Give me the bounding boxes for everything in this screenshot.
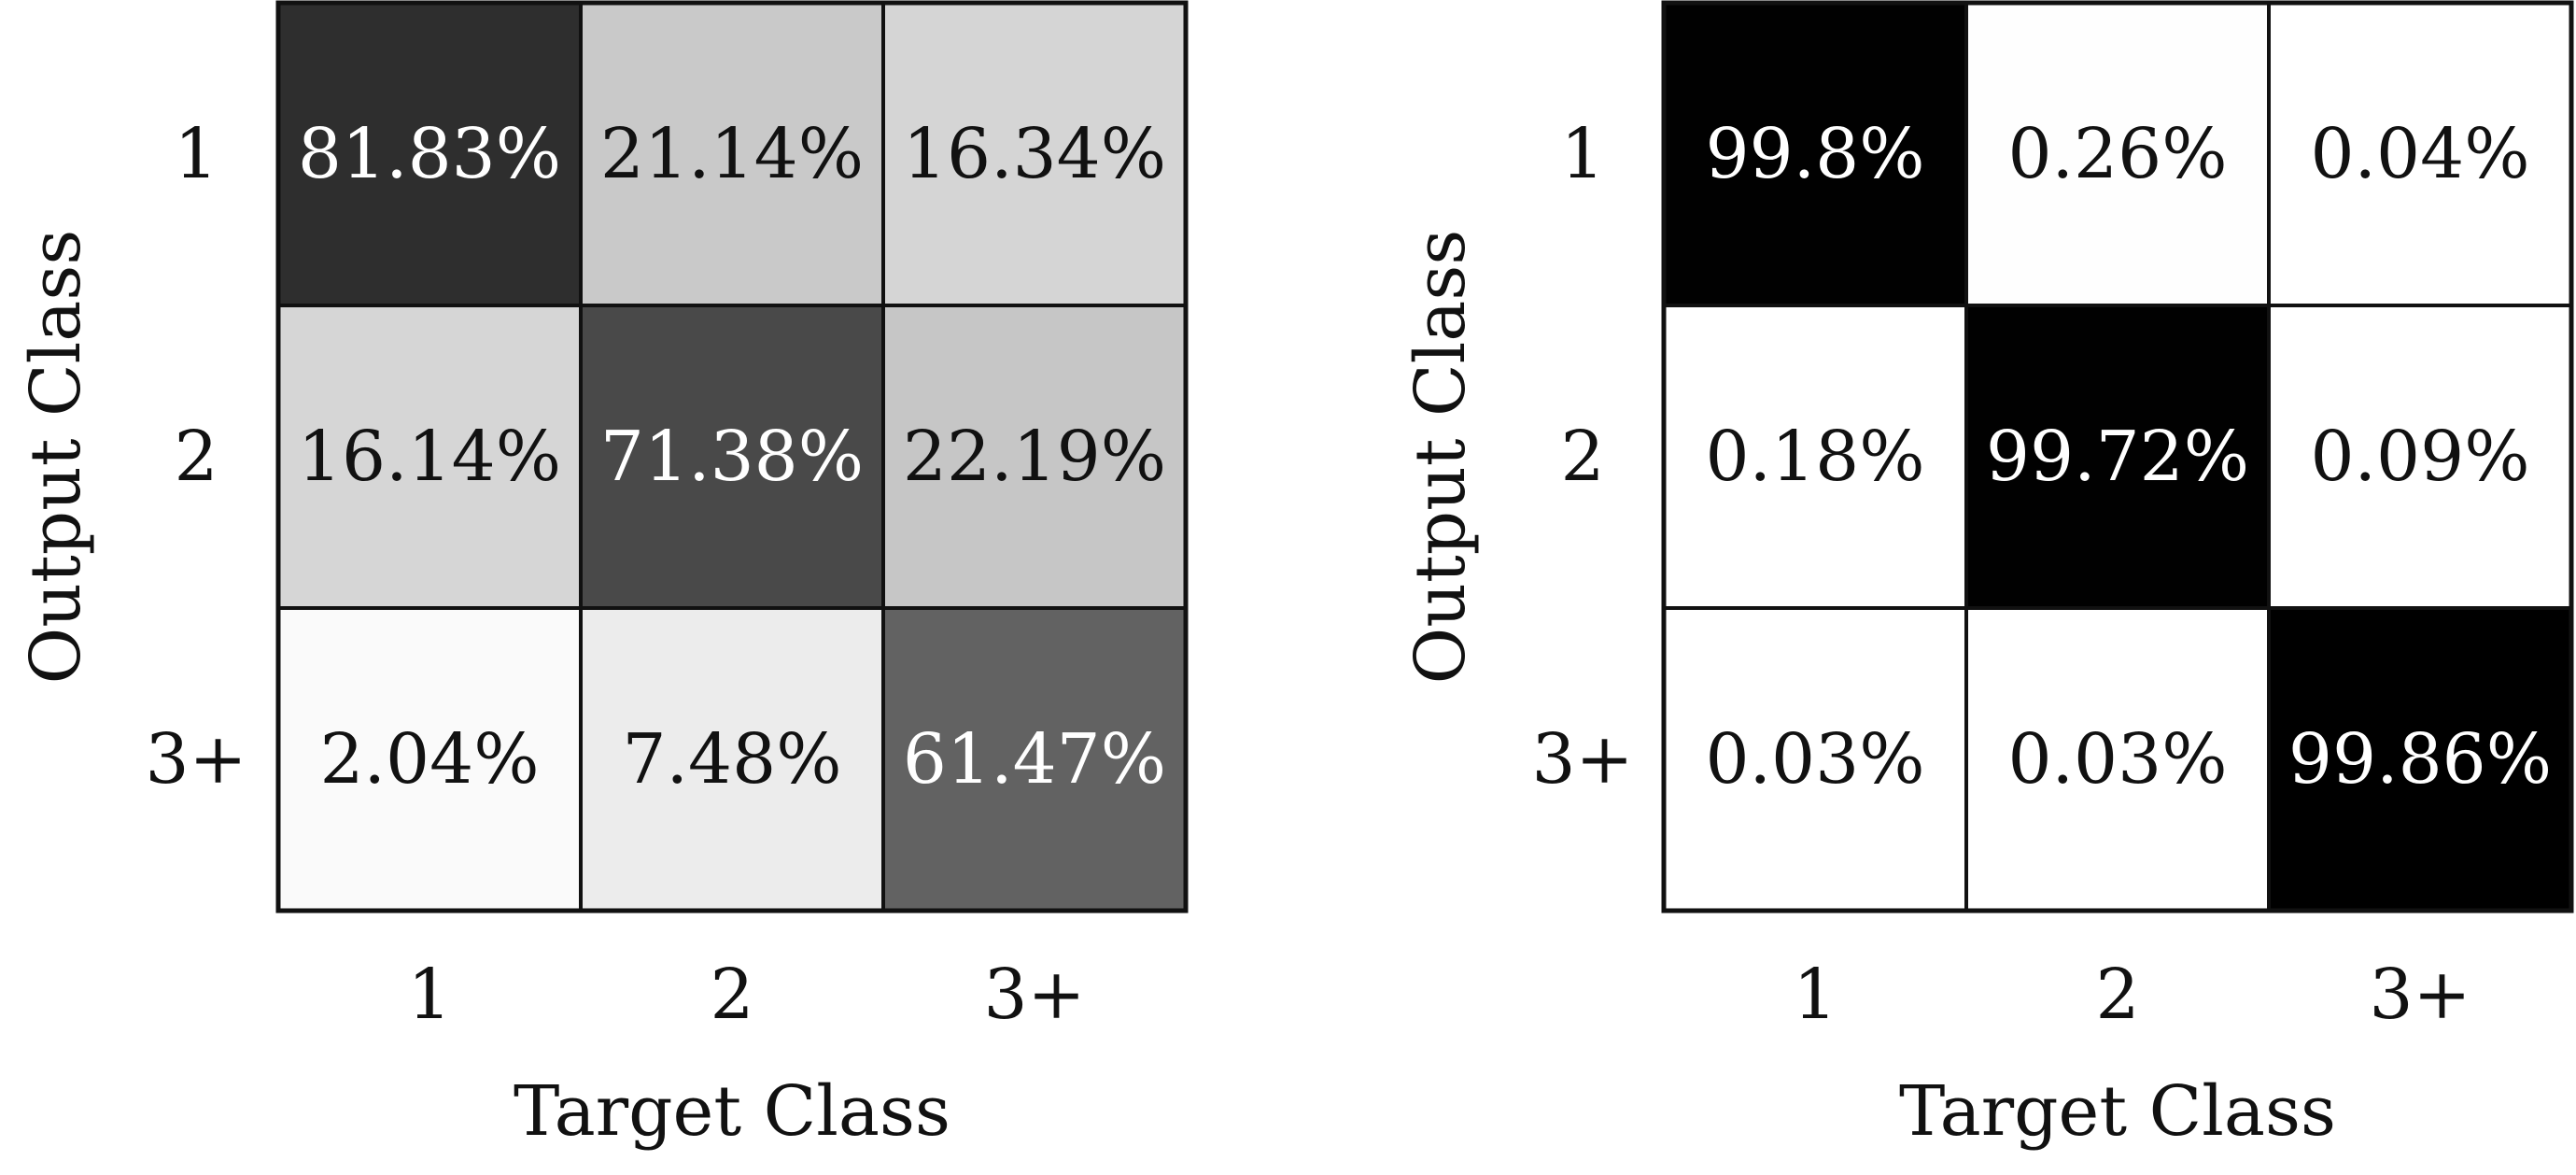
heatmap-cell xyxy=(2267,304,2573,610)
x-tick-label: 3+ xyxy=(983,955,1085,1035)
cell-value-label: 99.86% xyxy=(2288,719,2552,800)
cell-value-label: 99.72% xyxy=(1986,417,2249,497)
x-tick-label: 1 xyxy=(1793,955,1837,1035)
y-tick-label: 1 xyxy=(1560,114,1604,194)
cell-value-label: 21.14% xyxy=(600,114,864,194)
heatmap-cell xyxy=(1662,1,1968,307)
cell-value-label: 0.09% xyxy=(2310,417,2529,497)
y-tick-label: 3+ xyxy=(1531,719,1633,800)
heatmap-cell xyxy=(1964,304,2271,610)
heatmap-cell xyxy=(1964,1,2271,307)
heatmap-cell xyxy=(881,304,1188,610)
cell-value-label: 2.04% xyxy=(319,719,539,800)
y-tick-label: 1 xyxy=(174,114,218,194)
heatmap-border xyxy=(1661,0,2574,913)
x-tick-label: 2 xyxy=(2095,955,2139,1035)
heatmap-border xyxy=(275,0,1189,913)
y-tick-label: 2 xyxy=(1560,417,1604,497)
heatmap-cell xyxy=(1662,606,1968,913)
confusion-matrix-1: 81.83% 21.14% 16.34% 16.14% 71.38% 22.19% 2.04… xyxy=(16,0,1189,1152)
heatmap-cell xyxy=(2267,1,2573,307)
y-tick-label: 3+ xyxy=(145,719,246,800)
cell-value-label: 22.19% xyxy=(903,417,1166,497)
cell-value-label: 81.83% xyxy=(298,114,561,194)
x-axis-label: Target Class xyxy=(514,1071,950,1152)
cell-value-label: 0.03% xyxy=(2007,719,2227,800)
cell-value-label: 16.34% xyxy=(903,114,1166,194)
heatmap-cell xyxy=(579,606,885,913)
cell-value-label: 0.18% xyxy=(1705,417,1924,497)
cell-value-label: 99.8% xyxy=(1705,114,1924,194)
y-axis-label: Output Class xyxy=(16,230,96,685)
heatmap-cell xyxy=(1964,606,2271,913)
x-tick-label: 2 xyxy=(710,955,753,1035)
cell-value-label: 7.48% xyxy=(622,719,841,800)
heatmap-cell xyxy=(881,606,1188,913)
y-axis-label: Output Class xyxy=(1401,230,1481,685)
confusion-matrix-2: 99.8% 0.26% 0.04% 0.18% 99.72% 0.09% 0.03% 0.03… xyxy=(1401,0,2574,1152)
cell-value-label: 0.26% xyxy=(2007,114,2227,194)
x-tick-label: 1 xyxy=(407,955,451,1035)
cell-value-label: 16.14% xyxy=(298,417,561,497)
cell-value-label: 71.38% xyxy=(600,417,864,497)
heatmap-cell xyxy=(276,304,583,610)
y-tick-label: 2 xyxy=(174,417,218,497)
cell-value-label: 0.04% xyxy=(2310,114,2529,194)
cell-value-label: 61.47% xyxy=(903,719,1166,800)
x-axis-label: Target Class xyxy=(1899,1071,2336,1152)
cell-value-label: 0.03% xyxy=(1705,719,1924,800)
heatmap-cell xyxy=(276,1,583,307)
x-tick-label: 3+ xyxy=(2369,955,2470,1035)
